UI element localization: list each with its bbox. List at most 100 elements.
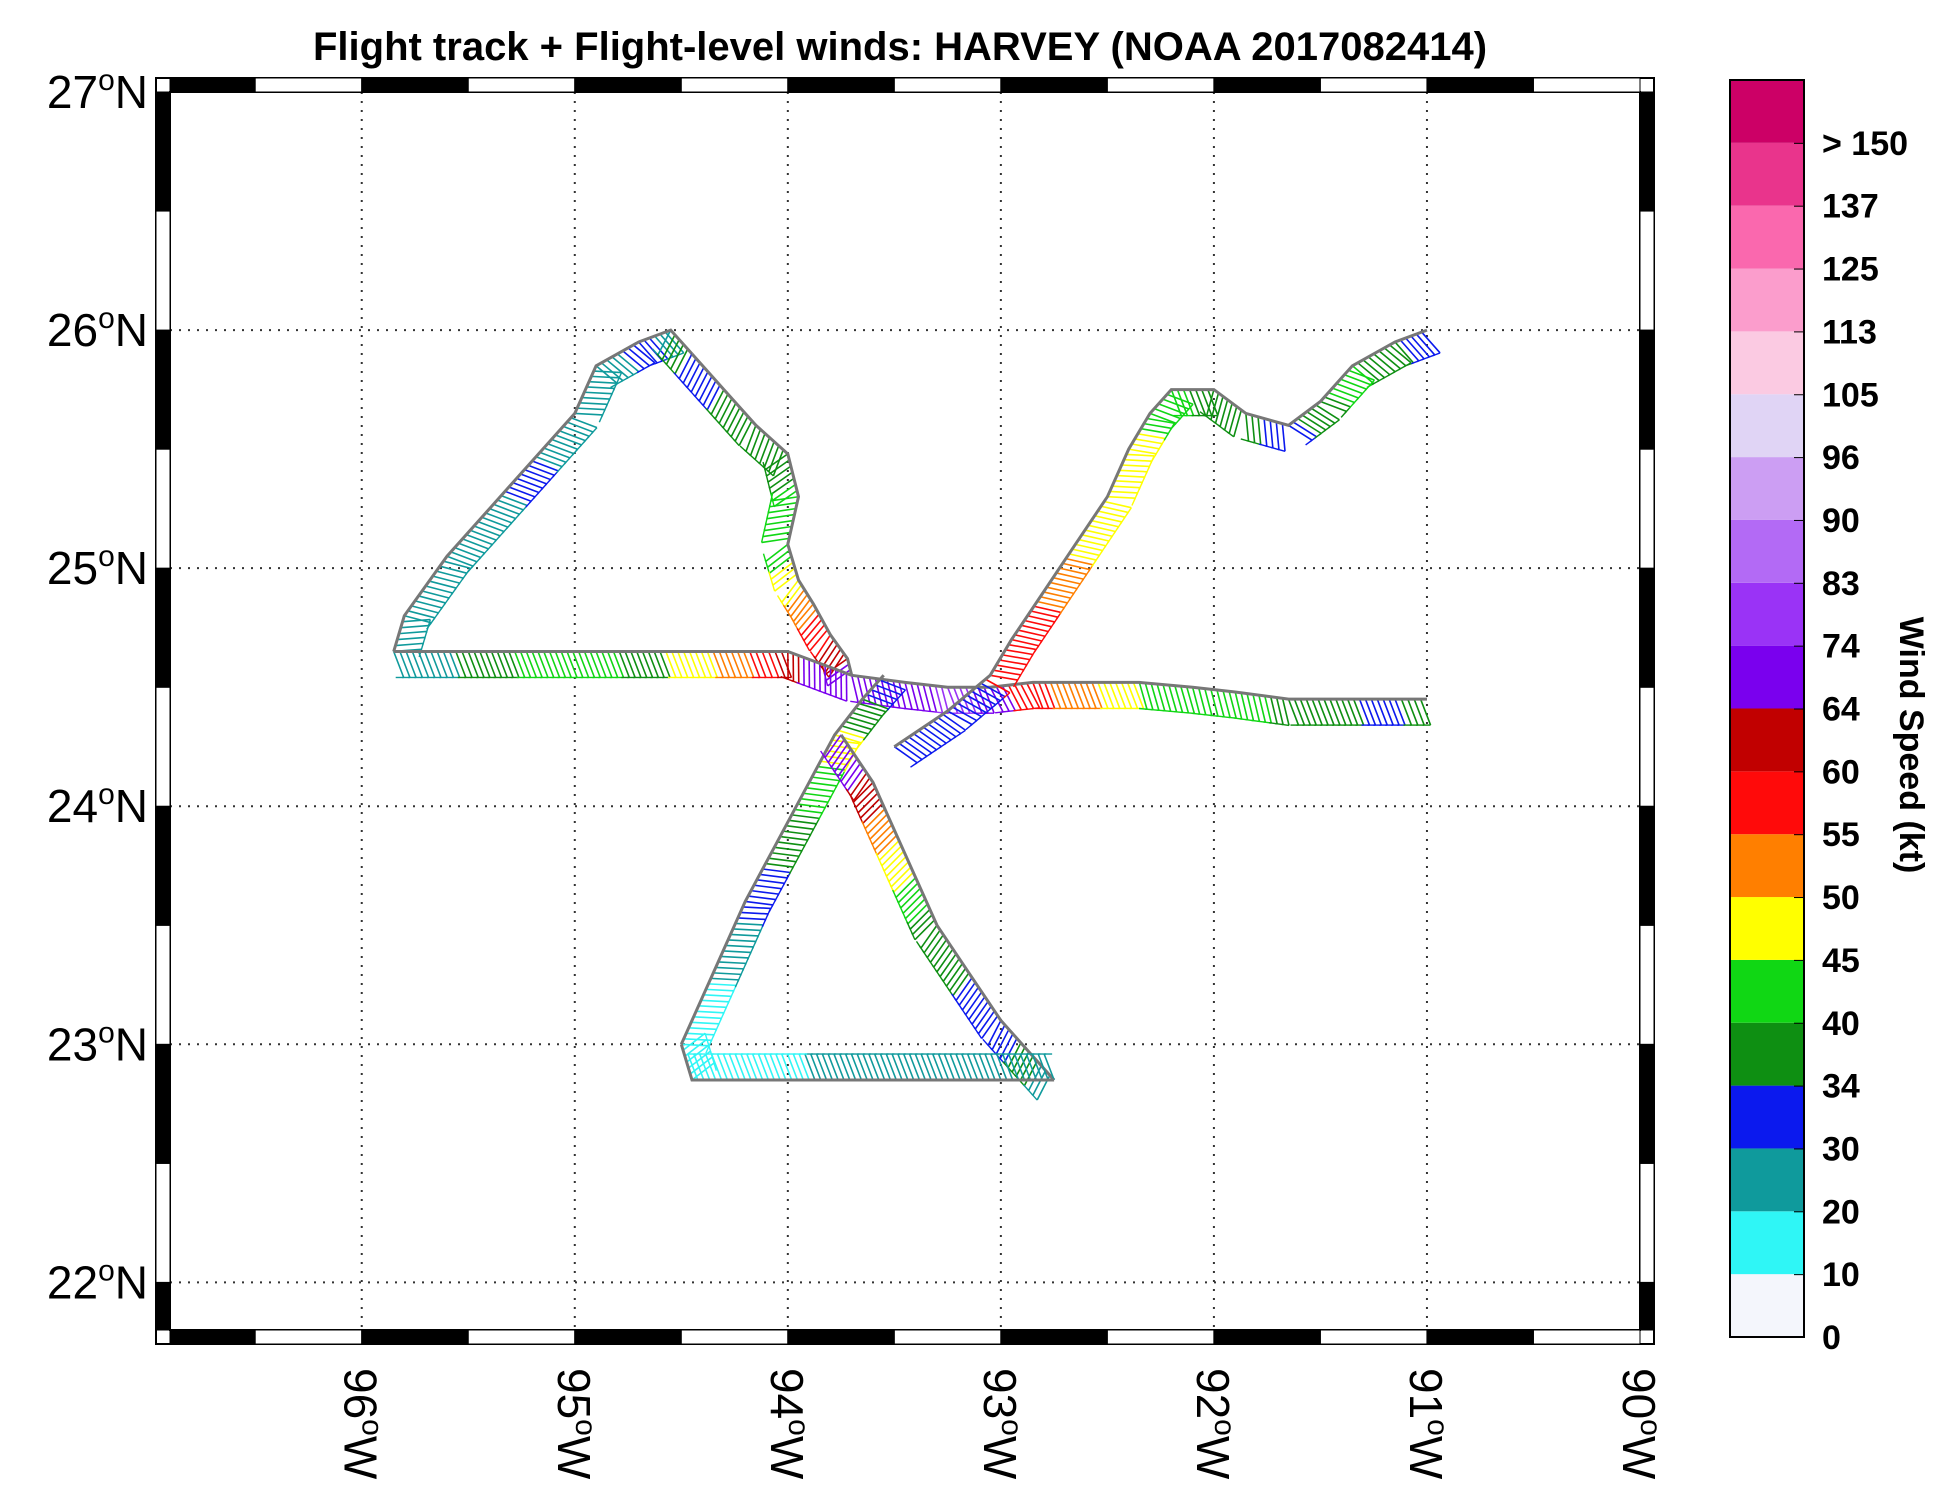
wind-barb [1043, 682, 1056, 709]
wind-barb [1027, 614, 1055, 623]
wind-barb [543, 651, 555, 678]
wind-barb [735, 922, 764, 926]
wind-barb [547, 442, 574, 455]
wind-barb [846, 767, 865, 792]
wind-barb [850, 675, 859, 703]
colorbar-swatch [1730, 1148, 1804, 1212]
wind-barb [1025, 1053, 1038, 1081]
colorbar-tick-label: 34 [1822, 1068, 1860, 1106]
wind-barb [1055, 682, 1068, 709]
wind-barb [467, 651, 480, 678]
wind-barb [745, 900, 773, 906]
wind-barb [705, 988, 734, 992]
wind-barb [429, 580, 457, 589]
wind-barb [995, 1029, 1010, 1055]
colorbar-swatch [1730, 457, 1804, 520]
wind-barb [868, 677, 877, 705]
frame-segment-top [1106, 77, 1215, 93]
wind-barb [554, 651, 567, 678]
wind-barb-flag [1332, 419, 1340, 426]
wind-barb [1388, 698, 1400, 726]
wind-barb [767, 651, 780, 678]
wind-barb [1032, 1070, 1047, 1096]
chart-title: Flight track + Flight-level winds: HARVE… [313, 25, 1487, 69]
wind-barb [767, 465, 792, 483]
wind-barb [1399, 339, 1420, 362]
wind-barb [1119, 469, 1148, 473]
wind-barb [586, 386, 615, 390]
colorbar-swatch [1730, 80, 1804, 143]
frame-segment-right [1639, 91, 1655, 212]
wind-barb [519, 651, 532, 678]
wind-barb [537, 651, 549, 678]
colorbar-swatch [1730, 1274, 1804, 1337]
wind-barb [761, 651, 774, 678]
colorbar-swatch [1730, 834, 1804, 898]
wind-barb [1204, 688, 1213, 716]
wind-barb [1091, 682, 1103, 709]
wind-barb [513, 651, 526, 678]
wind-barb [1407, 698, 1419, 726]
wind-barb [922, 726, 947, 744]
wind-barb [520, 473, 547, 485]
wind-barb [999, 659, 1027, 666]
wind-barb [1013, 684, 1029, 710]
frame-segment-left [155, 1043, 171, 1164]
wind-barb [706, 384, 721, 411]
wind-barb [809, 781, 837, 787]
wind-barb [1049, 682, 1062, 709]
wind-barb [539, 451, 567, 463]
frame-segment-right [1639, 448, 1655, 569]
colorbar-swatch [1730, 708, 1804, 772]
wind-barb [828, 653, 845, 678]
wind-barb [1346, 698, 1359, 726]
wind-barb [754, 433, 766, 460]
wind-barb [764, 525, 792, 532]
wind-barb [1008, 643, 1037, 651]
wind-barb [1305, 698, 1317, 726]
wind-barb [1207, 389, 1219, 416]
wind-barb [691, 1021, 719, 1025]
wind-barb [616, 353, 640, 373]
wind-barb [682, 651, 695, 678]
wind-barb [840, 758, 858, 782]
wind-barb [1103, 682, 1115, 709]
wind-barb [1176, 389, 1189, 416]
wind-barb [570, 416, 598, 429]
wind-barb [904, 682, 913, 710]
flight-track-line [893, 328, 1428, 748]
frame-segment-top [893, 77, 1002, 93]
frame-segment-bottom [1213, 1329, 1321, 1345]
wind-barb [810, 1053, 822, 1081]
wind-barb [755, 651, 767, 678]
wind-barb [555, 434, 582, 446]
wind-barb [841, 725, 869, 735]
wind-barb [562, 425, 590, 438]
frame-segment-right [1639, 329, 1655, 450]
frame-segment-left [155, 1162, 171, 1283]
wind-barb [1210, 392, 1220, 421]
wind-barb [839, 1053, 851, 1081]
wind-barb [1210, 689, 1219, 717]
colorbar-border [1729, 79, 1805, 1338]
wind-barb [868, 1053, 880, 1081]
frame-segment-left [155, 686, 171, 807]
colorbar-tick-label: > 150 [1822, 125, 1908, 163]
wind-barb [855, 707, 883, 717]
wind-barb [694, 651, 707, 678]
wind-barb [632, 344, 656, 364]
wind-barb [442, 651, 455, 678]
colorbar-tick-label: 40 [1822, 1005, 1860, 1043]
wind-barb [897, 882, 919, 904]
wind-barb [1024, 619, 1052, 628]
wind-barb [430, 651, 442, 678]
wind-barb [751, 1053, 764, 1081]
wind-barb [824, 648, 842, 673]
wind-barb [725, 944, 754, 948]
wind-barb [780, 651, 793, 678]
wind-barb [790, 593, 809, 618]
colorbar-swatch [1730, 645, 1804, 709]
wind-barb-flag [976, 1031, 983, 1039]
wind-barb [1370, 698, 1383, 726]
frame-segment-top [254, 77, 363, 93]
